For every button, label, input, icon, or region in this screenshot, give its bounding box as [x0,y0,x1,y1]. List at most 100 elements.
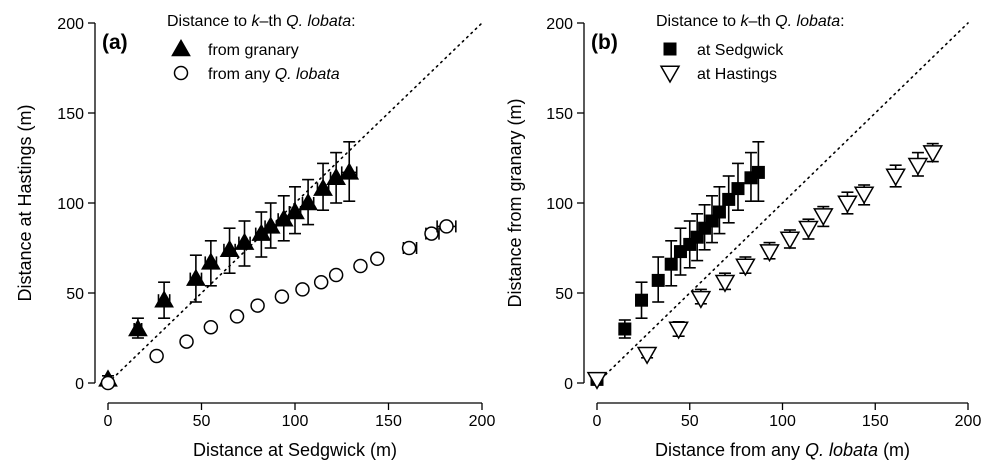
data-point [186,268,206,286]
y-tick-label: 150 [57,106,84,123]
x-tick-label: 200 [955,413,982,430]
text-part: Distance to [167,13,251,30]
data-point [731,182,745,196]
data-point [722,192,736,206]
reference-line-1to1 [596,22,969,384]
y-tick-label: 50 [66,286,84,303]
data-point [285,201,305,220]
data-point [664,257,678,271]
x-tick-label: 50 [193,413,211,430]
legend-title: Distance to k–th Q. lobata: [167,13,356,30]
text-part: at Sedgwick [697,42,784,59]
legend-title: Distance to k–th Q. lobata: [656,13,845,30]
y-axis-title: Distance from granary (m) [505,98,525,307]
data-point [200,252,221,270]
data-point [813,208,834,227]
series-open-circle [100,219,457,391]
text-part: Q. lobata [775,13,840,30]
data-point [229,309,245,324]
data-point [219,239,240,258]
data-point [651,273,665,287]
data-point [759,244,780,263]
x-axis-title: Distance from any Q. lobata (m) [655,440,910,460]
text-part: : [351,13,355,30]
y-axis-title: Distance at Hastings (m) [15,104,35,301]
x-axis-title: Distance at Sedgwick (m) [193,440,397,460]
data-point [636,346,658,365]
y-tick-label: 100 [57,196,84,213]
data-point [250,298,265,313]
legend-entry-label: at Sedgwick [697,42,784,59]
text-part: k [740,13,749,30]
data-point [690,290,712,309]
y-tick-label: 200 [57,16,84,33]
x-tick-label: 100 [769,413,796,430]
data-point [203,319,219,335]
data-point [274,289,290,304]
data-point [154,290,174,308]
text-part: –th [259,13,286,30]
data-point [714,274,736,293]
data-point [618,322,632,336]
text-part: k [251,13,260,30]
legend-entry-label: from any Q. lobata [208,66,340,83]
data-point [234,232,255,250]
data-point [751,165,765,179]
data-point [586,371,608,390]
data-point [424,226,439,241]
panel-a: 0 50 100 150 200 0 50 100 150 200 Distance at Sedg… [15,13,495,460]
data-point [313,274,329,290]
data-point [885,168,906,187]
text-part: Q. lobata [275,66,340,83]
data-point [922,145,944,164]
data-point [100,375,116,391]
text-part: from any [208,66,275,83]
x-tick-label: 50 [681,413,699,430]
data-point [295,282,310,297]
y-tick-label: 100 [546,196,573,213]
panel-label: (b) [591,31,618,54]
data-point [370,251,385,267]
x-tick-label: 0 [593,413,602,430]
x-tick-label: 150 [375,413,402,430]
series-filled-triangle [98,141,360,387]
data-point [328,267,344,283]
panel-label: (a) [102,31,128,54]
data-point [853,186,875,205]
data-point [339,162,360,180]
x-tick-label: 150 [862,413,889,430]
legend-entry-label: at Hastings [697,66,777,83]
legend-entry-label: from granary [208,42,299,59]
y-tick-label: 200 [546,16,573,33]
legend-marker [663,42,677,56]
text-part: : [840,13,844,30]
data-point [401,240,417,256]
x-tick-label: 100 [282,413,309,430]
text-part: at Hastings [697,66,777,83]
data-point [712,205,726,219]
legend-marker [171,38,191,57]
text-part: (m) [878,440,910,460]
data-point [907,157,929,176]
data-point [179,334,194,349]
series-open-triangle-down [586,142,944,390]
y-tick-label: 0 [75,376,84,393]
text-part: Q. lobata [286,13,351,30]
text-part: from granary [208,42,299,59]
data-point [439,219,454,234]
data-point [635,293,649,307]
legend-marker [659,65,681,84]
y-tick-label: 150 [546,106,573,123]
x-tick-label: 0 [104,413,113,430]
data-point [313,178,333,196]
x-tick-label: 200 [469,413,496,430]
data-point [798,220,819,239]
text-part: –th [748,13,775,30]
panel-b: 0 50 100 150 200 0 50 100 150 200 Distance from an… [505,13,981,460]
data-point [837,195,858,214]
data-point [298,192,318,211]
text-part: Distance from any [655,440,805,460]
data-point [353,258,368,274]
